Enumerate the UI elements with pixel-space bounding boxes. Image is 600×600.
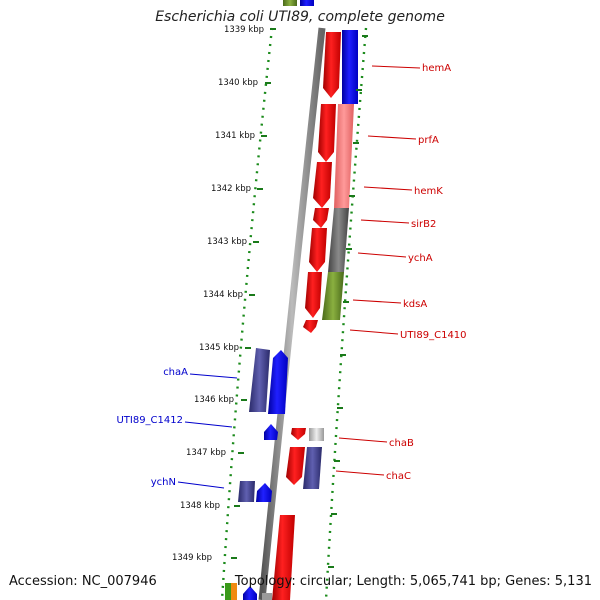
right-label-leaders — [335, 65, 421, 476]
tick-label-1343: 1343 kbp — [207, 237, 247, 247]
gene-chaA — [268, 350, 288, 414]
genome-backbone — [258, 27, 326, 600]
gene-UTI89_C1410 — [303, 320, 318, 333]
label-chaB: chaB — [389, 438, 414, 449]
cog-bottom-gray — [262, 593, 272, 600]
gene-blue-top — [300, 0, 314, 6]
gene-ychN — [256, 483, 272, 502]
gene-chaB — [291, 428, 306, 440]
gene-ychA — [309, 228, 327, 272]
inner-dotted-ring — [220, 27, 274, 600]
gene-lower-red — [272, 515, 295, 600]
label-chaC: chaC — [386, 471, 411, 482]
tick-label-1344: 1344 kbp — [203, 290, 243, 300]
tick-label-1345: 1345 kbp — [199, 343, 239, 353]
left-label-leaders — [177, 373, 238, 489]
gene-chaC — [286, 447, 305, 485]
cog-olive — [322, 272, 344, 320]
tick-labels: 1339 kbp 1340 kbp 1341 kbp 1342 kbp 1343… — [172, 25, 264, 563]
gene-kdsA — [305, 272, 322, 318]
gene-UTI89_C1412 — [264, 424, 278, 440]
cog-blue — [342, 30, 358, 104]
tick-marks — [231, 28, 276, 559]
gene-prfA — [318, 104, 336, 162]
gene-sirB2 — [313, 208, 329, 228]
gene-bottom-green — [225, 583, 231, 600]
label-hemA: hemA — [422, 63, 451, 74]
label-kdsA: kdsA — [403, 299, 427, 310]
gene-bottom-orange — [231, 583, 237, 600]
label-UTI89_C1412: UTI89_C1412 — [116, 415, 183, 426]
gene-hemK — [313, 162, 332, 208]
tick-label-1346: 1346 kbp — [194, 395, 234, 405]
right-gene-labels: hemA prfA hemK sirB2 ychA kdsA UTI89_C14… — [386, 63, 467, 482]
label-sirB2: sirB2 — [411, 219, 436, 230]
cog-chaC — [303, 447, 322, 489]
left-gene-labels: chaA UTI89_C1412 ychN — [116, 367, 188, 488]
cog-pink — [334, 104, 354, 208]
label-prfA: prfA — [418, 135, 439, 146]
label-ychA: ychA — [408, 253, 433, 264]
gene-olive-top — [283, 0, 297, 6]
outer-tick-marks — [328, 35, 368, 568]
tick-label-1339: 1339 kbp — [224, 25, 264, 35]
cog-chaB — [309, 428, 324, 441]
map-title: Escherichia coli UTI89, complete genome — [155, 9, 445, 25]
gene-ychN-navy — [238, 481, 255, 502]
tick-label-1340: 1340 kbp — [218, 78, 258, 88]
tick-label-1348: 1348 kbp — [180, 501, 220, 511]
cog-gray — [328, 208, 349, 272]
tick-label-1341: 1341 kbp — [215, 131, 255, 141]
gene-hemA — [323, 32, 341, 98]
topology-text: Topology: circular; Length: 5,065,741 bp… — [234, 574, 592, 589]
tick-label-1349: 1349 kbp — [172, 553, 212, 563]
label-UTI89_C1410: UTI89_C1410 — [400, 330, 467, 341]
label-chaA: chaA — [163, 367, 188, 378]
tick-label-1347: 1347 kbp — [186, 448, 226, 458]
tick-label-1342: 1342 kbp — [211, 184, 251, 194]
accession-text: Accession: NC_007946 — [9, 574, 157, 589]
gene-chaA-navy — [249, 348, 270, 412]
outer-dotted-ring — [324, 27, 368, 600]
label-ychN: ychN — [151, 477, 176, 488]
label-hemK: hemK — [414, 186, 443, 197]
gene-bottom-blue — [243, 586, 257, 600]
